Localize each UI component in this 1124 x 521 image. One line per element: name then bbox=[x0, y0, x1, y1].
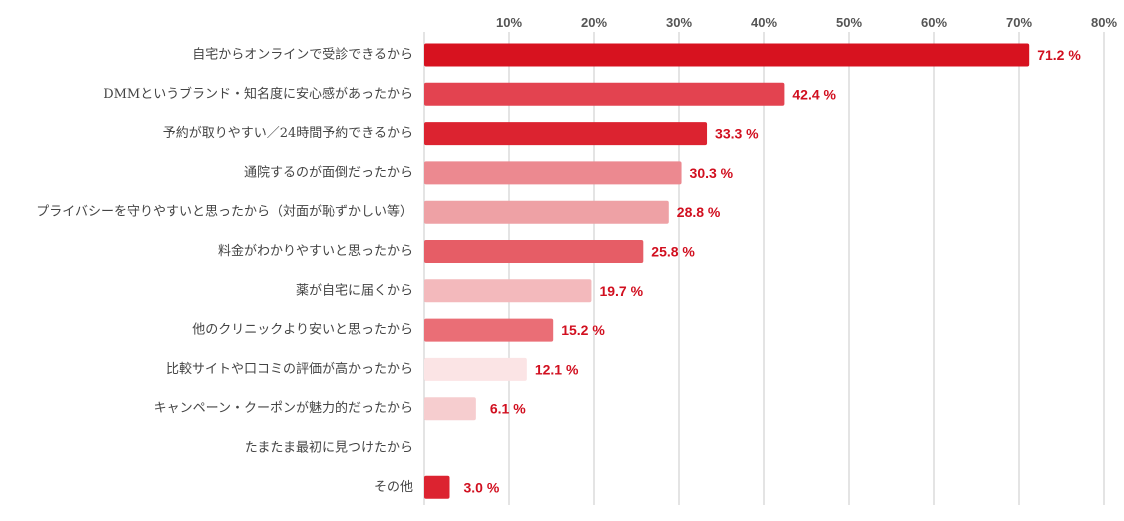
x-tick-label: 20% bbox=[581, 15, 607, 30]
value-label: 28.8 % bbox=[677, 204, 721, 220]
category-label: 予約が取りやすい／24時間予約できるから bbox=[163, 126, 413, 141]
value-label: 33.3 % bbox=[715, 126, 759, 142]
value-label: 3.0 % bbox=[464, 479, 500, 495]
category-label: 通院するのが面倒だったから bbox=[244, 165, 413, 180]
category-label: 薬が自宅に届くから bbox=[296, 283, 413, 298]
gridlines bbox=[423, 32, 1105, 505]
x-tick-label: 80% bbox=[1091, 15, 1117, 30]
x-tick-label: 40% bbox=[751, 15, 777, 30]
x-tick-label: 10% bbox=[496, 15, 522, 30]
category-label: たまたま最初に見つけたから bbox=[245, 441, 413, 456]
bar bbox=[424, 318, 554, 342]
x-tick-label: 60% bbox=[921, 15, 947, 30]
category-label: プライバシーを守りやすいと思ったから（対面が恥ずかしい等） bbox=[36, 204, 413, 220]
bar bbox=[424, 43, 1030, 67]
value-label: 6.1 % bbox=[490, 401, 526, 417]
bar bbox=[424, 357, 527, 381]
bar bbox=[424, 240, 644, 263]
bar bbox=[424, 279, 592, 303]
bar bbox=[424, 397, 476, 421]
bar bbox=[424, 161, 682, 185]
value-label: 15.2 % bbox=[561, 322, 605, 338]
value-label: 25.8 % bbox=[651, 244, 695, 260]
category-label: 比較サイトや口コミの評価が高かったから bbox=[166, 361, 413, 377]
value-label: 12.1 % bbox=[535, 361, 579, 377]
category-label: DMMというブランド・知名度に安心感があったから bbox=[103, 86, 413, 102]
category-label: 料金がわかりやすいと思ったから bbox=[218, 243, 413, 259]
x-tick-label: 50% bbox=[836, 15, 862, 30]
bar bbox=[424, 200, 669, 224]
value-labels: 71.2 % 42.4 % 33.3 % 30.3 % 28.8 % 25.8 % 19.7… bbox=[464, 47, 1082, 495]
value-label: 30.3 % bbox=[690, 165, 734, 181]
value-label: 42.4 % bbox=[792, 86, 836, 102]
x-axis-ticks: 10% 20% 30% 40% 50% 60% 70% 80% bbox=[496, 15, 1117, 30]
value-label: 71.2 % bbox=[1037, 47, 1081, 63]
category-labels: 自宅からオンラインで受診できるから DMMというブランド・知名度に安心感があったか… bbox=[36, 47, 413, 495]
bar bbox=[424, 122, 708, 146]
category-label: 自宅からオンラインで受診できるから bbox=[192, 47, 413, 63]
category-label: キャンペーン・クーポンが魅力的だったから bbox=[154, 400, 413, 416]
value-label: 19.7 % bbox=[599, 283, 643, 299]
bar bbox=[424, 475, 450, 499]
bar bbox=[424, 82, 785, 106]
x-tick-label: 30% bbox=[666, 15, 692, 30]
category-label: 他のクリニックより安いと思ったから bbox=[192, 323, 413, 338]
bars bbox=[424, 43, 1030, 499]
x-tick-label: 70% bbox=[1006, 15, 1032, 30]
category-label: その他 bbox=[374, 480, 413, 495]
